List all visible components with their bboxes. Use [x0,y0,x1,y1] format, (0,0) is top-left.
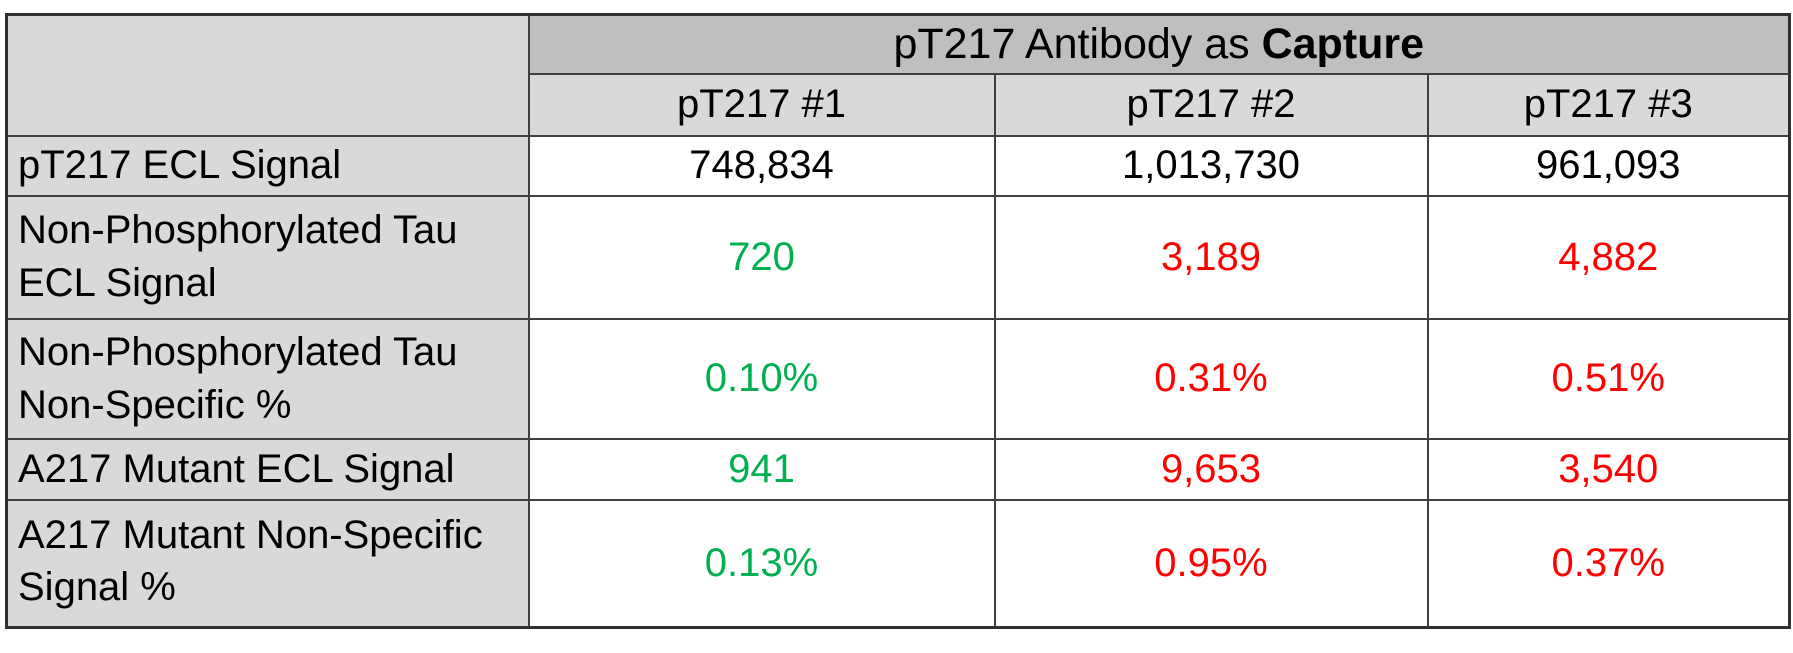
data-cell: 748,834 [527,134,996,197]
corner-cell [5,13,530,137]
capture-header-bold: Capture [1261,19,1425,68]
data-cell: 1,013,730 [993,134,1429,197]
data-cell: 961,093 [1426,134,1791,197]
row-label-nonphos-tau-nonspecific-pct: Non-Phosphorylated Tau Non-Specific % [5,317,530,440]
data-cell: 0.95% [993,498,1429,629]
row-label-a217-mutant-ecl-signal: A217 Mutant ECL Signal [5,437,530,501]
capture-header-row: pT217 Antibody as Capture [5,13,1791,137]
data-cell: 0.13% [527,498,996,629]
column-header-pt217-1: pT217 #1 [527,72,996,137]
row-label-a217-mutant-nonspecific-signal-pct: A217 Mutant Non-Specific Signal % [5,498,530,629]
column-header-pt217-3: pT217 #3 [1426,72,1791,137]
antibody-capture-table: pT217 Antibody as Capture pT217 #1 pT217… [5,13,1791,629]
column-header-pt217-2: pT217 #2 [993,72,1429,137]
table-row: pT217 ECL Signal 748,834 1,013,730 961,0… [5,134,1791,197]
data-cell: 0.37% [1426,498,1791,629]
data-cell: 3,540 [1426,437,1791,501]
data-cell: 0.31% [993,317,1429,440]
column-header-row: pT217 #1 pT217 #2 pT217 #3 [7,72,1791,137]
data-cell: 4,882 [1426,194,1791,320]
row-label-nonphos-tau-ecl-signal: Non-Phosphorylated Tau ECL Signal [5,194,530,320]
capture-header-prefix: pT217 Antibody as [893,19,1262,68]
table-row: A217 Mutant ECL Signal 941 9,653 3,540 [5,437,1791,501]
data-cell: 720 [527,194,996,320]
data-cell: 9,653 [993,437,1429,501]
row-label-pt217-ecl-signal: pT217 ECL Signal [5,134,530,197]
data-cell: 0.51% [1426,317,1791,440]
capture-header-cell: pT217 Antibody as Capture [527,13,1791,75]
table-row: A217 Mutant Non-Specific Signal % 0.13% … [5,498,1791,629]
table-row: Non-Phosphorylated Tau ECL Signal 720 3,… [5,194,1791,320]
data-cell: 3,189 [993,194,1429,320]
data-cell: 941 [527,437,996,501]
table-row: Non-Phosphorylated Tau Non-Specific % 0.… [5,317,1791,440]
data-cell: 0.10% [527,317,996,440]
